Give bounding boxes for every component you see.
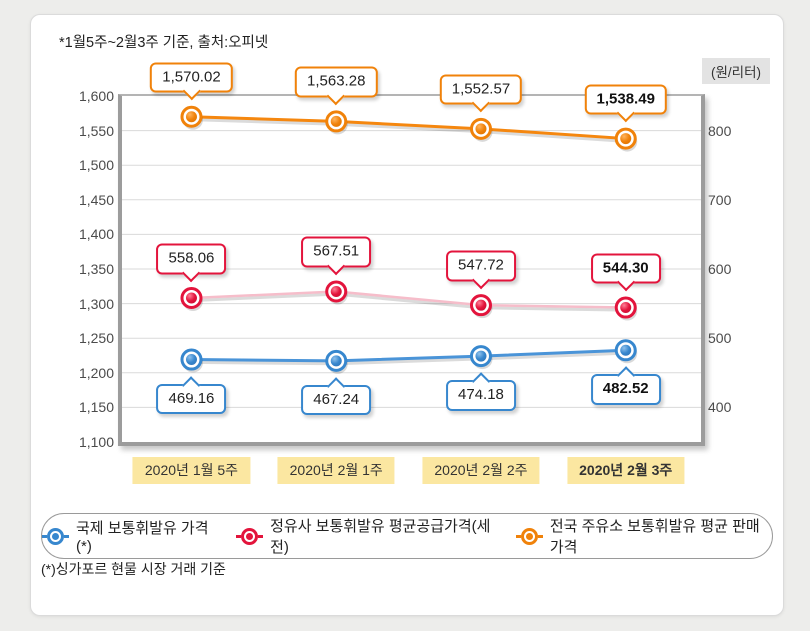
y-axis-label-right: 500 [708, 330, 732, 347]
y-axis-label-left: 1,600 [78, 88, 114, 104]
value-callout-station: 1,563.28 [295, 66, 378, 106]
x-axis-category: 2020년 1월 5주 [132, 457, 251, 484]
footnote: (*)싱가포르 현물 시장 거래 기준 [41, 561, 226, 577]
value-callout-station: 1,570.02 [150, 62, 233, 101]
y-axis-label-left: 1,350 [78, 261, 114, 277]
legend: 국제 보통휘발유 가격(*) 정유사 보통휘발유 평균공급가격(세전) 전국 주… [41, 513, 773, 559]
chart-canvas [122, 105, 701, 408]
value-callout-station: 1,552.57 [439, 74, 523, 113]
y-axis-label-left: 1,150 [78, 399, 114, 416]
callout-value: 558.06 [168, 249, 215, 267]
callout-value: 469.16 [168, 389, 215, 407]
legend-marker-orange-icon [515, 527, 543, 545]
value-callout-refinery: 567.51 [301, 236, 372, 276]
value-callout-refinery: 547.72 [446, 250, 516, 289]
callout-value: 1,552.57 [451, 80, 511, 98]
y-axis-label-left: 1,550 [78, 122, 114, 139]
x-axis-category: 2020년 2월 3주 [567, 457, 685, 484]
callout-value: 1,570.02 [162, 68, 221, 86]
callout-value: 474.18 [458, 386, 504, 404]
chart-card: *1월5주~2월3주 기준, 출처:오피넷 (원/리터) 1,600 1,550 1… [30, 14, 784, 616]
legend-label-station: 전국 주유소 보통휘발유 평균 판매가격 [549, 518, 760, 556]
y-axis-label-left: 1,250 [78, 330, 114, 347]
value-callout-station: 1,538.49 [584, 84, 667, 123]
callout-value: 567.51 [313, 242, 360, 260]
value-callout-refinery: 544.30 [590, 253, 661, 292]
callout-value: 544.30 [602, 259, 649, 277]
value-callout-international: 469.16 [156, 375, 227, 415]
chart-period-note: *1월5주~2월3주 기준, 출처:오피넷 [59, 35, 269, 51]
y-axis-label-left: 1,300 [78, 295, 114, 312]
y-axis-label-right: 400 [708, 399, 732, 416]
value-callout-international: 482.52 [590, 366, 661, 405]
legend-marker-blue-icon [42, 527, 69, 545]
unit-label: (원/리터) [701, 58, 770, 84]
legend-label-refinery: 정유사 보통휘발유 평균공급가격(세전) [270, 518, 491, 556]
legend-label-international: 국제 보통휘발유 가격(*) [76, 520, 209, 555]
value-callout-refinery: 558.06 [156, 243, 227, 282]
y-axis-label-left: 1,400 [78, 226, 114, 243]
y-axis-label-left: 1,200 [78, 364, 114, 381]
callout-value: 1,563.28 [307, 72, 366, 90]
callout-value: 1,538.49 [596, 90, 655, 108]
callout-value: 467.24 [313, 390, 360, 408]
y-axis-label-left: 1,450 [78, 191, 114, 208]
x-axis-category: 2020년 2월 2주 [422, 457, 540, 484]
y-axis-label-right: 600 [708, 261, 732, 277]
legend-marker-red-icon [236, 527, 264, 545]
callout-value: 482.52 [602, 380, 649, 398]
x-axis-category: 2020년 2월 1주 [277, 457, 395, 484]
legend-item-station: 전국 주유소 보통휘발유 평균 판매가격 [515, 515, 772, 557]
value-callout-international: 467.24 [301, 377, 372, 416]
callout-value: 547.72 [458, 256, 504, 274]
legend-item-international: 국제 보통휘발유 가격(*) [42, 517, 214, 555]
chart-area: 1,600 1,550 1,500 1,450 1,400 1,350 1,300 1,250… [31, 15, 783, 505]
y-axis-label-right: 700 [708, 191, 732, 208]
value-callout-international: 474.18 [446, 372, 516, 411]
y-axis-label-right: 800 [708, 122, 732, 139]
legend-item-refinery: 정유사 보통휘발유 평균공급가격(세전) [236, 515, 494, 557]
y-axis-label-left: 1,500 [78, 157, 114, 174]
y-axis-label-left: 1,100 [78, 434, 114, 450]
